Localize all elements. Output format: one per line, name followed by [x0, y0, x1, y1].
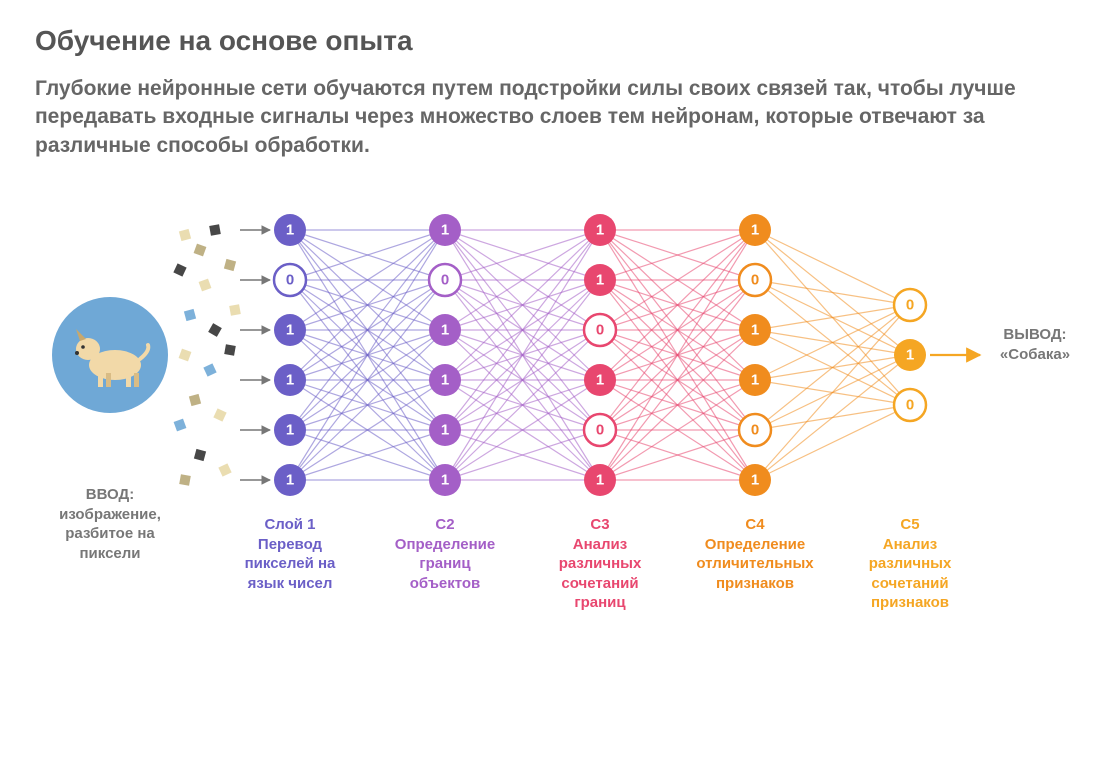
- svg-text:1: 1: [751, 472, 759, 489]
- page-title: Обучение на основе опыта: [35, 25, 1085, 57]
- svg-text:1: 1: [441, 472, 449, 489]
- page-subtitle: Глубокие нейронные сети обучаются путем …: [35, 75, 1085, 160]
- svg-text:0: 0: [751, 422, 759, 439]
- svg-text:1: 1: [286, 472, 294, 489]
- layer-label: С5Анализразличныхсочетанийпризнаков: [845, 515, 975, 613]
- svg-text:0: 0: [906, 297, 914, 314]
- svg-text:1: 1: [286, 322, 294, 339]
- network-svg: 1 0 1 1 1 1 1 0 1 1 1 1 1 1 0 1 0 1 1 0 1 1 0 1 0 1 0: [35, 195, 1085, 695]
- svg-text:1: 1: [596, 472, 604, 489]
- svg-text:1: 1: [286, 422, 294, 439]
- svg-text:0: 0: [751, 272, 759, 289]
- svg-text:1: 1: [441, 322, 449, 339]
- network-diagram: 1 0 1 1 1 1 1 0 1 1 1 1 1 1 0 1 0 1 1 0 1 1 0 1 0 1 0 ВВОД:изображ…: [35, 195, 1085, 695]
- layer-label: Слой 1Переводпикселей наязык чисел: [225, 515, 355, 593]
- svg-text:1: 1: [441, 372, 449, 389]
- layer-label: С3Анализразличныхсочетанийграниц: [535, 515, 665, 613]
- svg-text:0: 0: [596, 322, 604, 339]
- svg-text:0: 0: [286, 272, 294, 289]
- svg-text:1: 1: [751, 322, 759, 339]
- input-label: ВВОД:изображение,разбитое напиксели: [45, 485, 175, 563]
- svg-text:1: 1: [751, 222, 759, 239]
- svg-text:0: 0: [441, 272, 449, 289]
- svg-text:1: 1: [441, 422, 449, 439]
- svg-text:1: 1: [906, 347, 914, 364]
- svg-text:1: 1: [596, 272, 604, 289]
- svg-text:0: 0: [596, 422, 604, 439]
- svg-text:1: 1: [441, 222, 449, 239]
- svg-text:1: 1: [286, 372, 294, 389]
- svg-text:1: 1: [596, 222, 604, 239]
- svg-text:1: 1: [751, 372, 759, 389]
- layer-label: С4Определениеотличительныхпризнаков: [690, 515, 820, 593]
- layer-label: С2Определениеграницобъектов: [380, 515, 510, 593]
- output-label: ВЫВОД:«Собака»: [985, 325, 1085, 364]
- svg-text:1: 1: [596, 372, 604, 389]
- svg-text:1: 1: [286, 222, 294, 239]
- svg-text:0: 0: [906, 397, 914, 414]
